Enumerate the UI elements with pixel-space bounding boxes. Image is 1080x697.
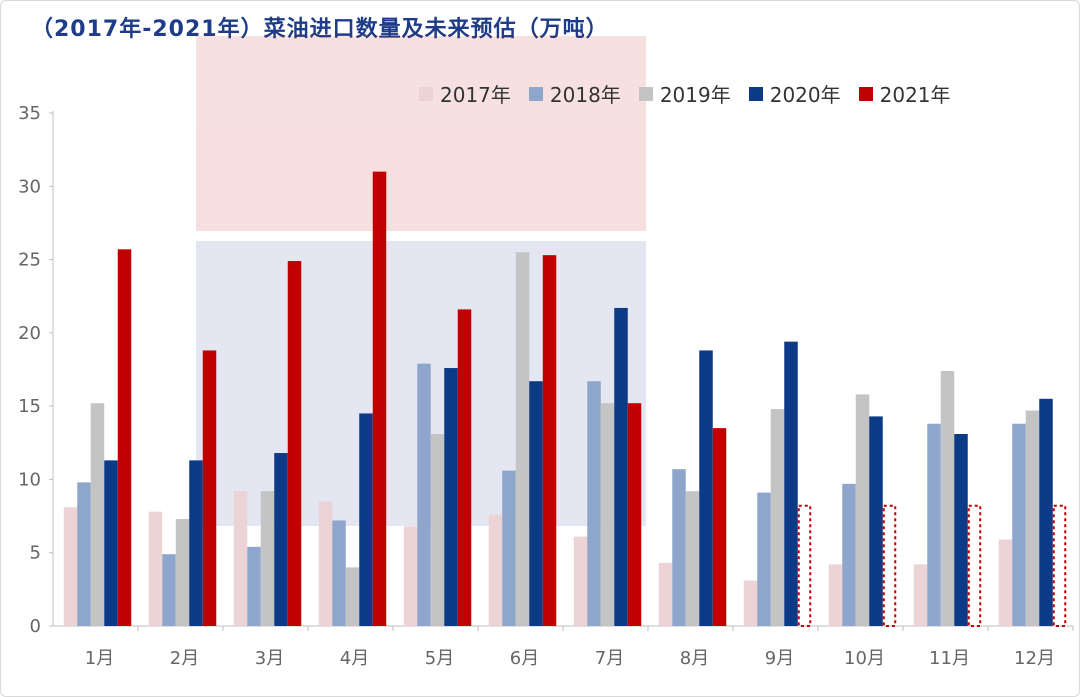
bar <box>940 370 955 626</box>
bar <box>869 416 883 626</box>
bar <box>699 350 713 626</box>
bar <box>359 413 373 626</box>
bar <box>828 564 843 626</box>
y-tick-label: 10 <box>18 469 41 490</box>
bar <box>444 368 458 626</box>
legend-swatch <box>528 86 543 101</box>
legend-swatch <box>419 86 433 101</box>
legend-item-4: 2021年 <box>858 79 951 108</box>
y-tick-label: 35 <box>18 103 41 124</box>
legend-label: 2021年 <box>879 83 951 107</box>
bar <box>63 507 78 626</box>
bar <box>162 554 176 626</box>
x-tick-label: 5月 <box>425 648 454 669</box>
bar <box>842 483 856 626</box>
x-tick-label: 9月 <box>765 648 794 669</box>
bar <box>175 519 190 626</box>
x-tick-label: 11月 <box>929 648 970 669</box>
bar-estimate <box>882 504 897 627</box>
chart-legend: 2017年 2018年 2019年 2020年 2021年 <box>419 79 951 108</box>
bar <box>614 307 628 626</box>
bar <box>260 491 275 626</box>
legend-label: 2017年 <box>440 83 511 107</box>
bar <box>600 403 615 626</box>
legend-swatch <box>748 86 763 101</box>
bar <box>573 536 588 626</box>
bar <box>202 350 217 626</box>
bar <box>372 171 387 626</box>
bar <box>274 453 288 626</box>
x-tick-label: 7月 <box>595 648 624 669</box>
bar <box>417 363 431 626</box>
bar <box>913 564 928 626</box>
bar <box>712 428 727 626</box>
legend-item-3: 2020年 <box>748 79 841 108</box>
bar <box>855 394 870 626</box>
legend-swatch <box>638 86 653 101</box>
legend-item-2: 2019年 <box>638 79 731 108</box>
y-tick-label: 15 <box>18 396 41 417</box>
legend-label: 2018年 <box>549 83 621 107</box>
legend-label: 2020年 <box>769 83 841 107</box>
x-tick-label: 2月 <box>170 648 199 669</box>
bar <box>488 514 503 626</box>
legend-swatch <box>858 86 873 101</box>
bar <box>784 341 798 626</box>
bar <box>927 423 941 626</box>
bar <box>77 482 91 626</box>
bar <box>515 252 530 626</box>
bar <box>757 492 771 626</box>
y-tick-label: 30 <box>18 176 41 197</box>
x-tick-label: 1月 <box>85 648 114 669</box>
bar-estimate <box>1052 504 1067 627</box>
bar <box>542 255 557 626</box>
bar <box>1039 398 1053 626</box>
bar <box>117 249 132 626</box>
x-tick-label: 6月 <box>510 648 539 669</box>
x-tick-label: 3月 <box>255 648 284 669</box>
chart-title: （2017年-2021年）菜油进口数量及未来预估（万吨） <box>31 17 609 42</box>
bar <box>1025 410 1040 626</box>
bar <box>430 433 445 626</box>
bar <box>770 409 785 626</box>
legend-item-0: 2017年 <box>419 79 511 108</box>
bar <box>685 491 700 626</box>
bar <box>104 460 118 626</box>
y-tick-label: 5 <box>30 543 41 564</box>
bar <box>403 526 418 626</box>
x-tick-label: 10月 <box>844 648 885 669</box>
bar <box>529 381 543 626</box>
bar <box>287 261 302 626</box>
bar <box>627 403 642 626</box>
bar <box>587 381 601 626</box>
bar-estimate <box>967 504 982 627</box>
bar <box>233 491 248 626</box>
bar <box>189 460 203 626</box>
bar <box>743 580 758 626</box>
y-tick-label: 20 <box>18 323 41 344</box>
bar <box>502 470 516 626</box>
bar <box>318 501 333 626</box>
bar <box>954 433 968 626</box>
x-tick-label: 8月 <box>680 648 709 669</box>
bar <box>90 403 105 626</box>
legend-label: 2019年 <box>659 83 731 107</box>
x-tick-label: 12月 <box>1014 648 1055 669</box>
bar <box>672 469 686 626</box>
bar <box>148 511 163 626</box>
y-tick-label: 25 <box>18 250 41 271</box>
bar <box>332 520 346 626</box>
bar <box>1012 423 1026 626</box>
bar-estimate <box>797 504 812 627</box>
legend-item-1: 2018年 <box>528 79 621 108</box>
bar <box>247 546 261 626</box>
bar <box>457 309 472 626</box>
y-tick-label: 0 <box>30 616 41 637</box>
bar <box>658 562 673 626</box>
bar <box>998 539 1013 626</box>
x-tick-label: 4月 <box>340 648 369 669</box>
bar <box>345 567 360 626</box>
